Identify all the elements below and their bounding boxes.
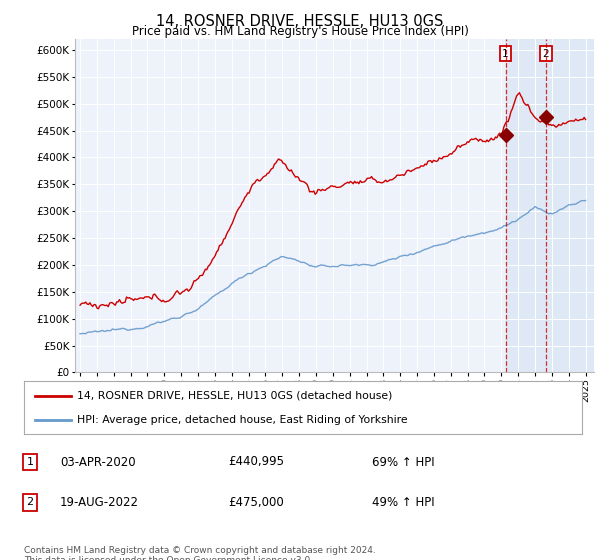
Text: Price paid vs. HM Land Registry's House Price Index (HPI): Price paid vs. HM Land Registry's House …	[131, 25, 469, 38]
Text: HPI: Average price, detached house, East Riding of Yorkshire: HPI: Average price, detached house, East…	[77, 415, 407, 425]
Text: 19-AUG-2022: 19-AUG-2022	[60, 496, 139, 509]
Text: 1: 1	[502, 49, 509, 59]
Text: 14, ROSNER DRIVE, HESSLE, HU13 0GS (detached house): 14, ROSNER DRIVE, HESSLE, HU13 0GS (deta…	[77, 391, 392, 401]
Bar	[506, 39, 594, 372]
Text: 03-APR-2020: 03-APR-2020	[60, 455, 136, 469]
Text: £475,000: £475,000	[228, 496, 284, 509]
Text: Contains HM Land Registry data © Crown copyright and database right 2024.
This d: Contains HM Land Registry data © Crown c…	[24, 546, 376, 560]
Text: 14, ROSNER DRIVE, HESSLE, HU13 0GS: 14, ROSNER DRIVE, HESSLE, HU13 0GS	[157, 14, 443, 29]
Text: 69% ↑ HPI: 69% ↑ HPI	[372, 455, 434, 469]
Text: 2: 2	[26, 497, 34, 507]
Text: 1: 1	[26, 457, 34, 467]
Text: 49% ↑ HPI: 49% ↑ HPI	[372, 496, 434, 509]
Text: £440,995: £440,995	[228, 455, 284, 469]
Text: 2: 2	[542, 49, 549, 59]
